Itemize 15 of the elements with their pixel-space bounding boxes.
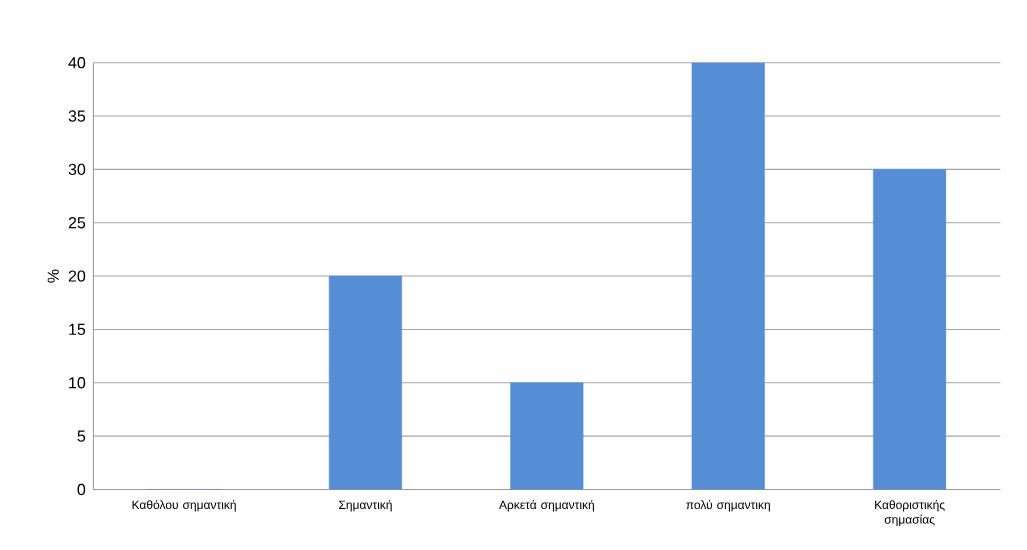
x-tick-label: Αρκετά σημαντική — [499, 500, 594, 512]
y-tick-label: 20 — [68, 270, 86, 282]
y-axis-title: % — [47, 269, 59, 283]
y-tick-label: 30 — [68, 163, 86, 176]
x-tick-label: Σημαντική — [339, 500, 392, 512]
y-tick-label: 0 — [77, 484, 86, 496]
y-tick-label: 25 — [68, 217, 86, 229]
x-tick-label: Καθοριστικής σημασίας — [875, 500, 945, 527]
y-tick-label: 40 — [68, 57, 86, 69]
y-tick-label: 10 — [69, 377, 86, 389]
y-tick-label: 15 — [69, 324, 86, 336]
y-tick-label: 35 — [68, 110, 86, 122]
x-tick-label: Καθόλου σημαντική — [132, 500, 236, 512]
y-tick-label: 5 — [77, 430, 86, 442]
x-tick-label: πολύ σημαντικη — [686, 500, 770, 512]
